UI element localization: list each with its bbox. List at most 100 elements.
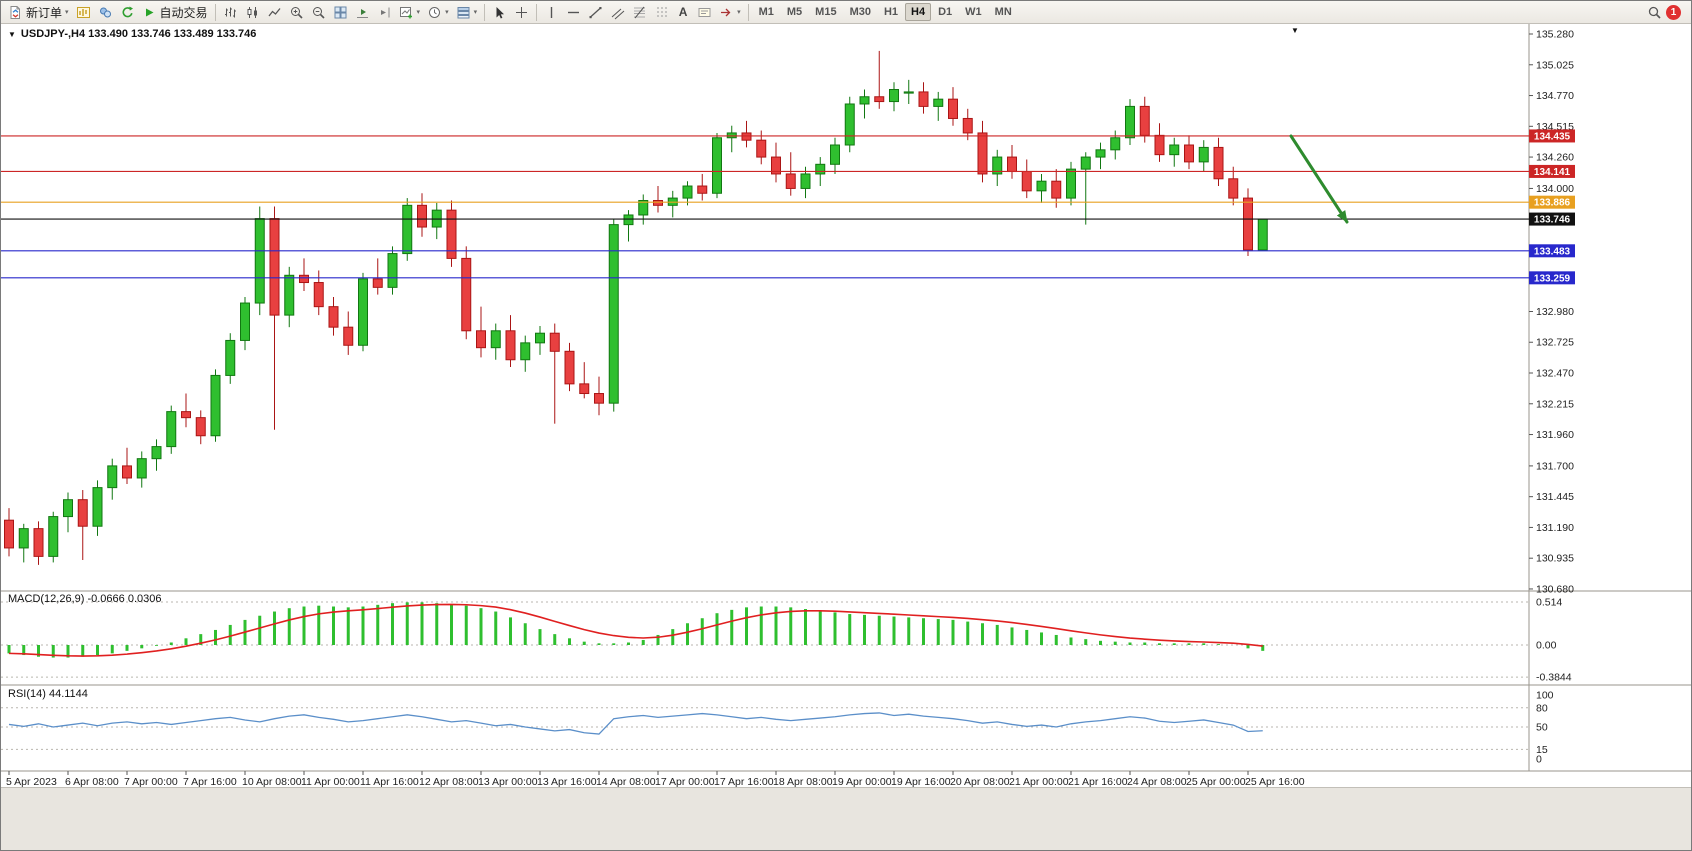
price-level-badge xyxy=(1529,271,1575,285)
timeframe-d1[interactable]: D1 xyxy=(932,3,958,21)
candle xyxy=(682,181,693,206)
text-label-tool-button[interactable] xyxy=(694,2,715,22)
time-label: 19 Apr 16:00 xyxy=(891,776,951,787)
candle xyxy=(372,258,383,295)
candle xyxy=(844,96,855,153)
candle xyxy=(1125,99,1135,146)
candle xyxy=(446,200,457,267)
candle xyxy=(122,447,132,485)
macd-scale-label: 0.00 xyxy=(1536,640,1557,652)
collapse-icon[interactable]: ▼ xyxy=(8,29,16,39)
price-level-badge xyxy=(1529,212,1575,226)
fibonacci-tool-button[interactable] xyxy=(629,2,650,22)
zoom-out-button[interactable] xyxy=(308,2,329,22)
line-chart-mode-button[interactable] xyxy=(264,2,285,22)
price-tick-label: 131.960 xyxy=(1536,429,1574,441)
candle xyxy=(667,190,678,218)
timeframe-h1[interactable]: H1 xyxy=(878,3,904,21)
candle xyxy=(1169,137,1180,167)
zoom-in-button[interactable] xyxy=(286,2,307,22)
cursor-button[interactable] xyxy=(489,2,510,22)
candle xyxy=(225,333,236,384)
price-level-badge xyxy=(1529,129,1575,143)
timeframe-h4[interactable]: H4 xyxy=(905,3,932,21)
new-order-icon xyxy=(10,5,20,19)
toolbar-separator xyxy=(536,3,538,21)
time-label: 7 Apr 00:00 xyxy=(124,776,178,787)
price-level-badge xyxy=(1529,195,1575,209)
price-tick-label: 131.190 xyxy=(1536,522,1574,534)
main-toolbar: 新订单 ▾ 自动交易 xyxy=(1,1,1691,24)
periods-button[interactable]: ▾ xyxy=(424,2,452,22)
candle xyxy=(284,266,295,328)
autotrading-button[interactable]: 自动交易 xyxy=(139,2,211,22)
profiles-button[interactable] xyxy=(95,2,116,22)
candlestick-icon xyxy=(247,6,257,18)
autotrading-label: 自动交易 xyxy=(159,5,208,20)
text-tool-button[interactable]: A xyxy=(673,2,693,22)
candle xyxy=(1213,137,1224,187)
candle xyxy=(903,79,914,104)
candle xyxy=(431,202,442,240)
candle xyxy=(712,132,722,199)
candle xyxy=(18,523,29,563)
candle xyxy=(579,362,590,399)
candle xyxy=(520,335,531,372)
notification-badge[interactable]: 1 xyxy=(1666,4,1681,20)
time-label: 7 Apr 16:00 xyxy=(183,776,237,787)
horizontal-line-tool-button[interactable] xyxy=(563,2,584,22)
vertical-line-tool-button[interactable] xyxy=(541,2,562,22)
bar-chart-mode-button[interactable] xyxy=(220,2,241,22)
channel-tool-button[interactable] xyxy=(607,2,628,22)
indicators-button[interactable]: ▾ xyxy=(396,2,424,22)
time-label: 11 Apr 16:00 xyxy=(360,776,419,787)
chart-shift-marker-icon[interactable]: ▼ xyxy=(1291,26,1299,35)
candle xyxy=(726,125,737,153)
crosshair-button[interactable] xyxy=(511,2,532,22)
candle xyxy=(977,120,988,183)
svg-text:134.141: 134.141 xyxy=(1534,167,1571,178)
candle xyxy=(417,193,427,237)
price-tick-label: 135.025 xyxy=(1536,59,1574,71)
channel-icon xyxy=(611,8,625,19)
charts-button[interactable] xyxy=(73,2,94,22)
search-button[interactable] xyxy=(1644,2,1665,22)
timeframe-w1[interactable]: W1 xyxy=(959,3,988,21)
rsi-scale-label: 80 xyxy=(1536,702,1548,714)
candle xyxy=(535,325,545,355)
candle xyxy=(1184,135,1194,170)
search-icon xyxy=(1648,6,1661,19)
cycle-lines-tool-button[interactable] xyxy=(651,2,672,22)
candlestick-mode-button[interactable] xyxy=(242,2,263,22)
candle xyxy=(1257,218,1268,251)
time-label: 12 Apr 08:00 xyxy=(419,776,479,787)
candle xyxy=(195,410,206,445)
timeframe-mn[interactable]: MN xyxy=(989,3,1018,21)
chart-shift-button[interactable] xyxy=(374,2,395,22)
timeframe-m15[interactable]: M15 xyxy=(809,3,842,21)
timeframe-m30[interactable]: M30 xyxy=(844,3,877,21)
timeframe-m1[interactable]: M1 xyxy=(753,3,780,21)
candle xyxy=(299,258,309,291)
candle xyxy=(1139,96,1150,143)
new-order-button[interactable]: 新订单 ▾ xyxy=(5,2,72,22)
auto-scroll-icon xyxy=(356,8,368,18)
crosshair-icon xyxy=(516,6,528,18)
svg-text:133.746: 133.746 xyxy=(1534,215,1571,226)
trendline-tool-button[interactable] xyxy=(585,2,606,22)
price-chart-canvas[interactable]: 135.280135.025134.770134.515134.260134.0… xyxy=(1,24,1692,787)
candle xyxy=(48,511,59,563)
tile-windows-button[interactable] xyxy=(330,2,351,22)
timeframe-m5[interactable]: M5 xyxy=(781,3,808,21)
auto-scroll-button[interactable] xyxy=(352,2,373,22)
candle xyxy=(1051,169,1062,208)
candle xyxy=(889,82,899,112)
candle xyxy=(254,206,265,316)
candle xyxy=(1036,173,1047,203)
price-level-badge xyxy=(1529,164,1575,178)
annotation-arrow[interactable] xyxy=(1289,134,1349,224)
refresh-button[interactable] xyxy=(117,2,138,22)
time-label: 18 Apr 08:00 xyxy=(773,776,833,787)
arrows-tool-button[interactable]: ▾ xyxy=(716,2,744,22)
templates-button[interactable]: ▾ xyxy=(453,2,481,22)
